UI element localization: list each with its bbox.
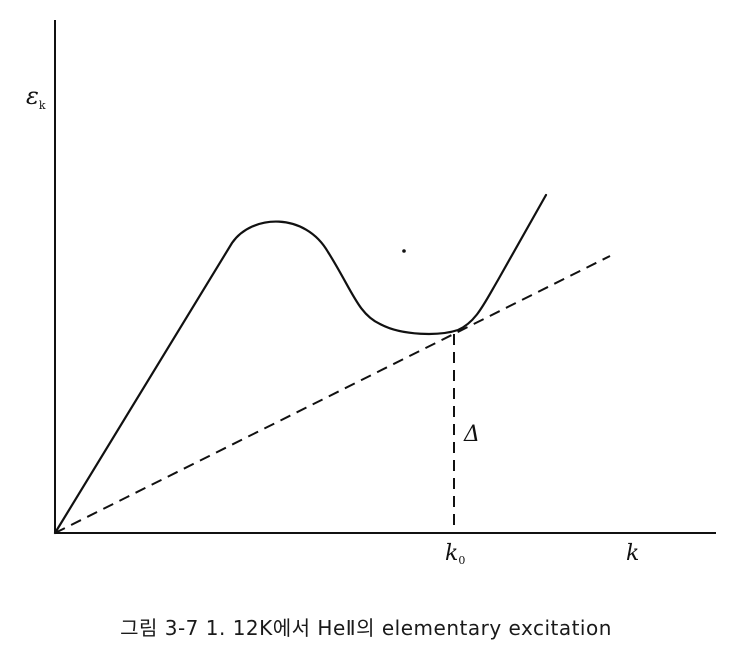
y-axis-subscript: k — [39, 99, 46, 112]
x-tick-label-k0: k0 — [445, 541, 465, 567]
x-axis-label: k — [626, 541, 639, 566]
dispersion-curve — [53, 193, 548, 535]
gap-label: Δ — [463, 422, 480, 447]
k0-subscript: 0 — [458, 554, 465, 567]
figure-caption: 그림 3-7 1. 12K에서 HeⅡ의 elementary excitati… — [120, 616, 612, 640]
k0-symbol: k — [445, 541, 458, 566]
tangent-dashed-line — [54, 255, 611, 534]
y-axis-label: εk — [26, 82, 46, 112]
stray-dot — [402, 249, 406, 253]
y-axis-symbol: ε — [26, 82, 39, 110]
